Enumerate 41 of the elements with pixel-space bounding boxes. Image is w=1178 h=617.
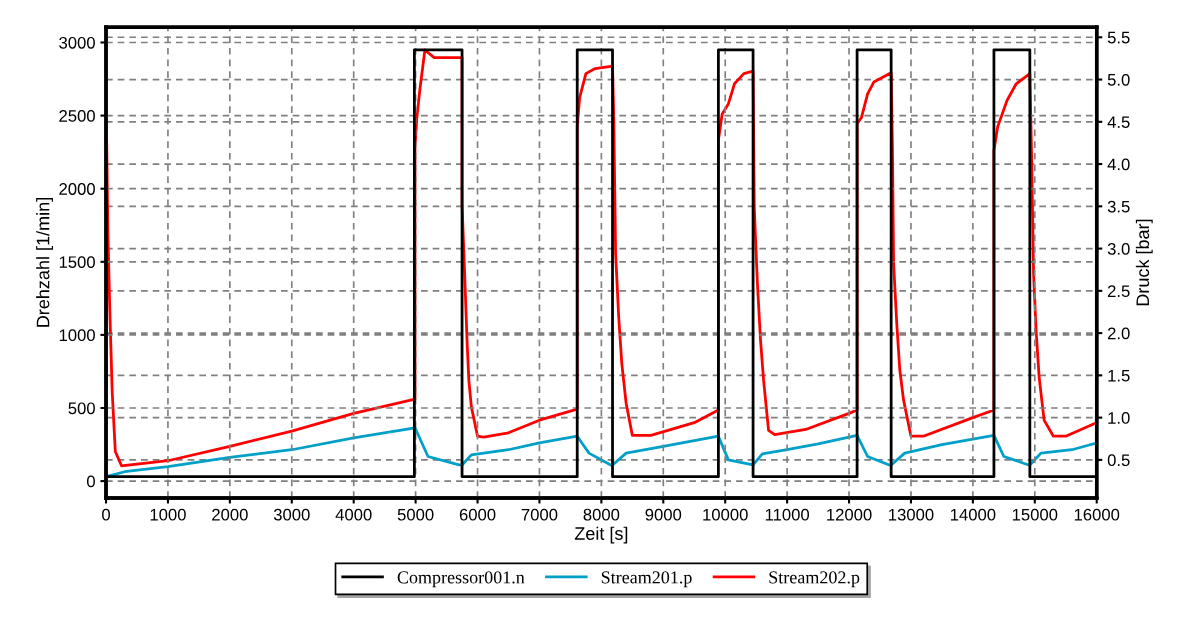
y2-tick-label: 5.5: [1107, 31, 1130, 44]
x-tick-label: 6000: [459, 508, 496, 521]
y2-tick-label: 4.0: [1107, 158, 1130, 171]
y2-tick-label: 3.0: [1107, 242, 1130, 255]
x-tick-label: 2000: [212, 508, 248, 521]
x-tick-label: 7000: [521, 508, 558, 521]
legend-label: Stream201.p: [601, 571, 692, 588]
x-axis-title: Zeit [s]: [574, 526, 628, 544]
y2-tick-label: 0.5: [1107, 454, 1130, 467]
x-tick-label: 11000: [765, 508, 810, 521]
x-tick-label: 9000: [645, 508, 682, 521]
x-tick-label: 12000: [827, 508, 872, 521]
y-tick-label: 1000: [59, 329, 95, 342]
y-tick-label: 500: [68, 402, 95, 415]
y2-tick-label: 1.5: [1108, 369, 1130, 382]
y-tick-label: 3000: [59, 36, 95, 49]
x-tick-label: 0: [102, 508, 110, 521]
legend-label: Stream202.p: [769, 571, 860, 588]
x-tick-label: 10000: [703, 508, 748, 521]
y2-tick-label: 2.5: [1107, 285, 1130, 298]
x-tick-label: 16000: [1074, 508, 1120, 521]
y2-tick-label: 2.0: [1107, 327, 1130, 340]
y2-tick-label: 4.5: [1107, 116, 1130, 129]
y-tick-label: 2500: [59, 110, 95, 122]
x-tick-label: 8000: [583, 508, 620, 521]
y-tick-label: 2000: [59, 183, 95, 195]
x-tick-label: 4000: [335, 508, 372, 521]
y-tick-label: 0: [86, 475, 95, 488]
y2-tick-label: 1.0: [1108, 412, 1130, 424]
y-axis-title: Drehzahl [1/min]: [36, 198, 53, 327]
y-tick-label: 1500: [59, 256, 95, 269]
y2-tick-label: 5.0: [1107, 73, 1130, 86]
x-tick-label: 3000: [273, 508, 310, 521]
x-tick-label: 13000: [889, 508, 934, 521]
legend-label: Compressor001.n: [397, 571, 525, 588]
x-tick-label: 14000: [950, 508, 996, 521]
x-tick-label: 15000: [1012, 508, 1058, 521]
y2-tick-label: 3.5: [1107, 200, 1130, 213]
x-tick-label: 1000: [150, 508, 186, 521]
y2-axis-title: Druck [bar]: [1135, 219, 1153, 306]
x-tick-label: 5000: [397, 508, 434, 521]
